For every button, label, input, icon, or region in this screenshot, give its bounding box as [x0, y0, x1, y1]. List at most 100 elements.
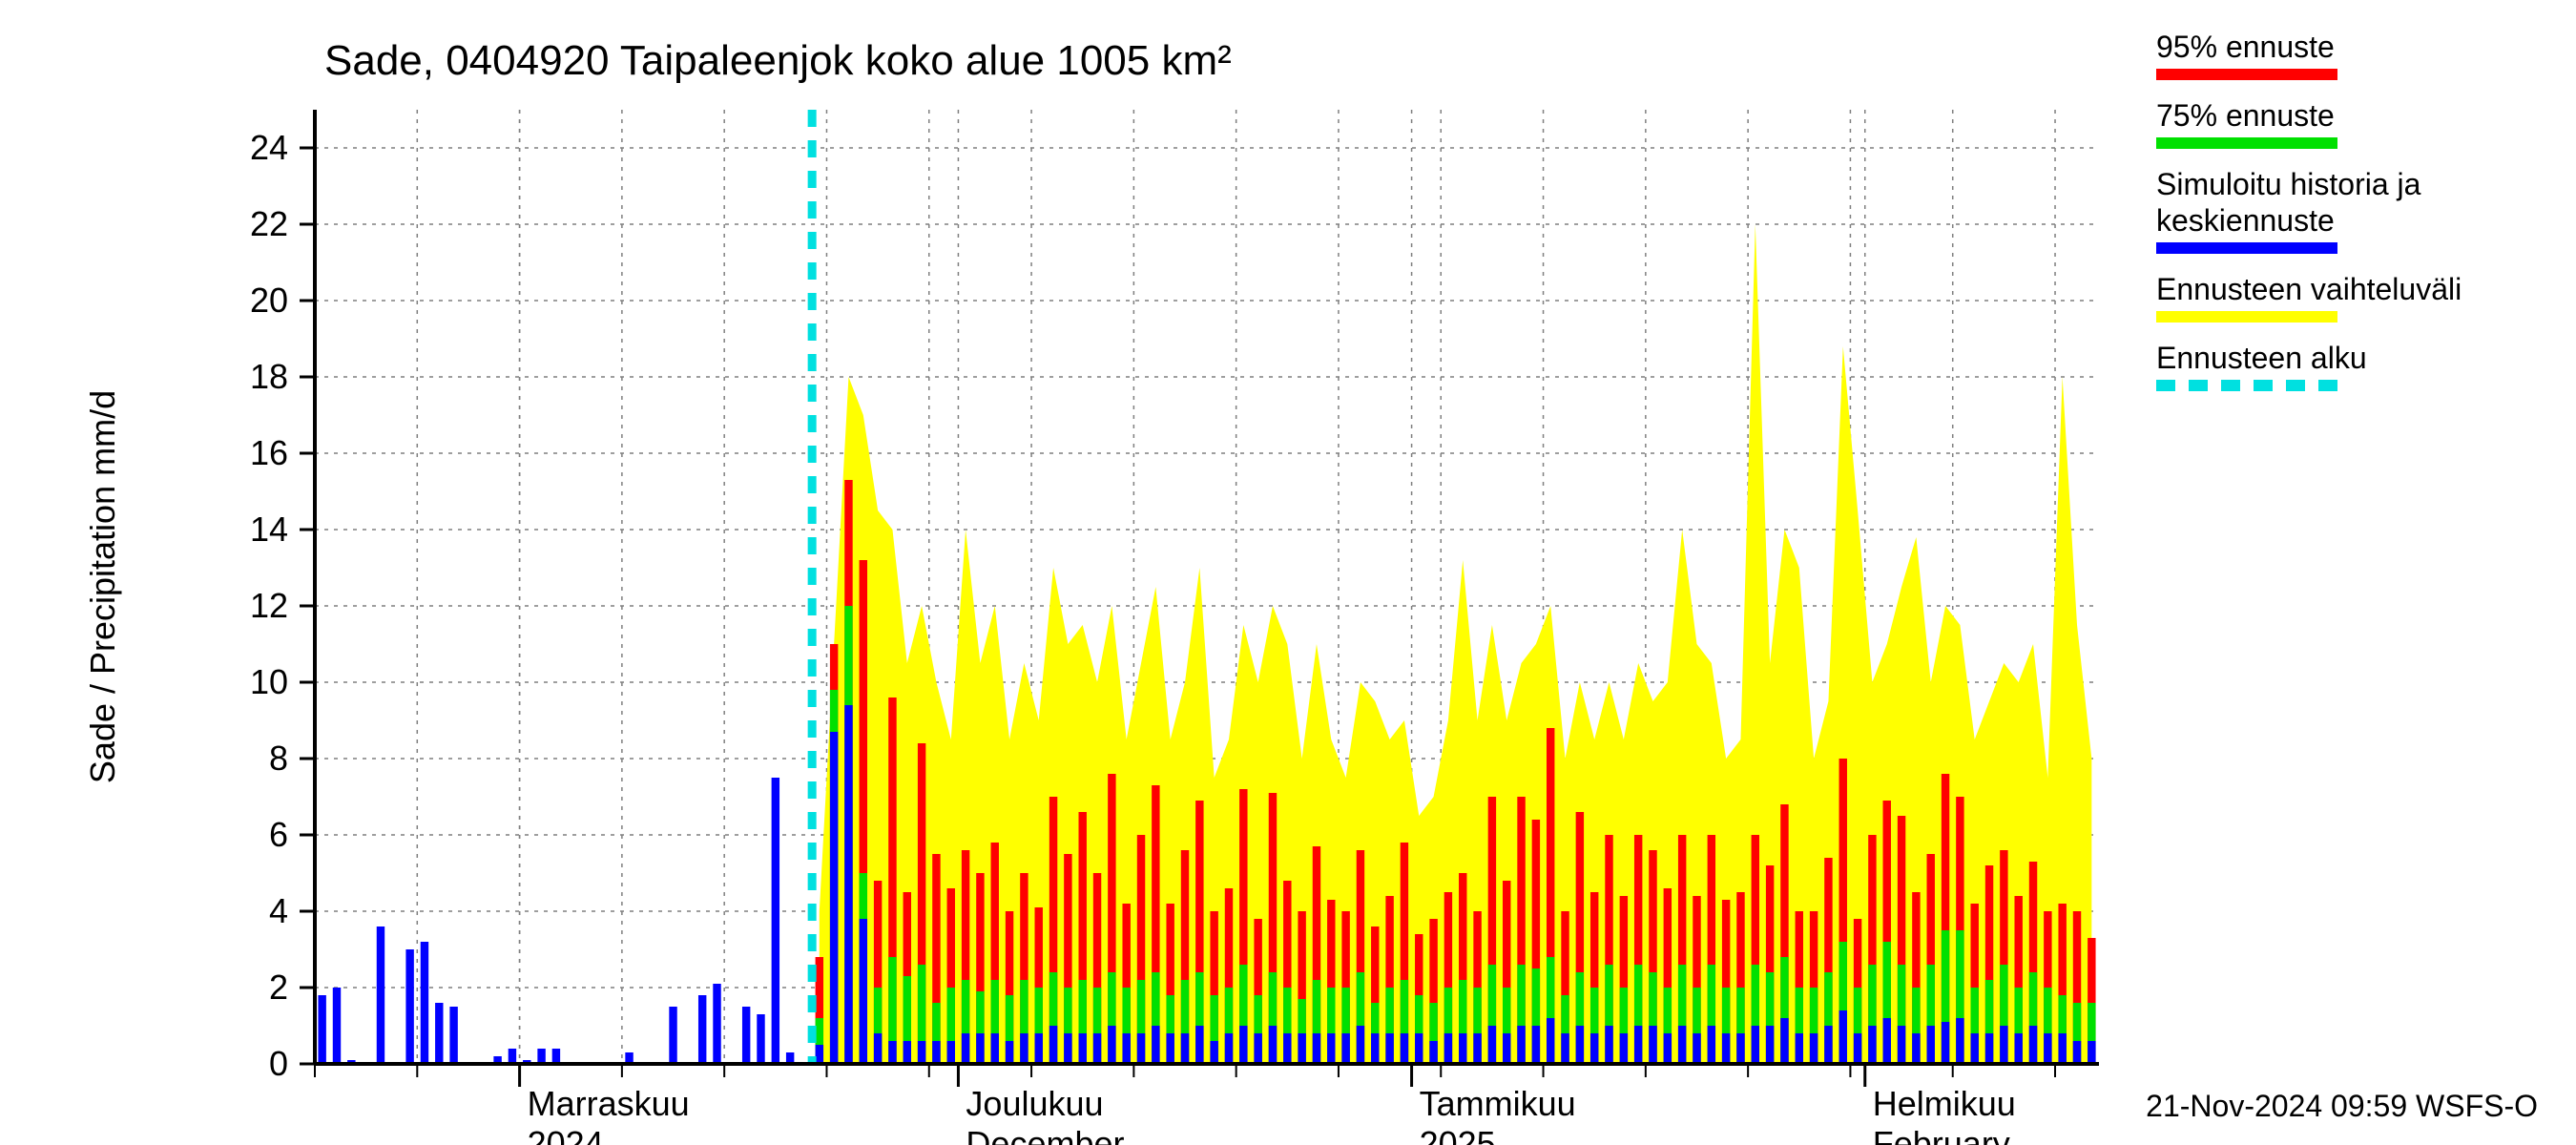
legend-label: keskiennuste: [2156, 203, 2335, 238]
legend-label: Ennusteen alku: [2156, 341, 2367, 375]
chart-title: Sade, 0404920 Taipaleenjok koko alue 100…: [324, 37, 1232, 84]
forecast-bar-median: [1912, 1033, 1920, 1064]
forecast-bar-median: [1401, 1033, 1408, 1064]
y-tick-label: 20: [250, 281, 288, 320]
forecast-bar-median: [816, 1045, 823, 1064]
y-axis-label: Sade / Precipitation mm/d: [83, 390, 122, 783]
forecast-bar-median: [1049, 1026, 1057, 1064]
history-bar: [537, 1049, 545, 1064]
x-month-sublabel: December: [966, 1124, 1124, 1145]
forecast-bar-median: [947, 1041, 955, 1064]
x-month-label: Joulukuu: [966, 1084, 1103, 1123]
forecast-bar-median: [1488, 1026, 1496, 1064]
forecast-bar-median: [1620, 1033, 1628, 1064]
history-bar: [772, 778, 779, 1064]
forecast-bar-median: [1473, 1033, 1481, 1064]
forecast-bar-median: [1970, 1033, 1978, 1064]
history-bar: [742, 1007, 750, 1064]
legend-swatch: [2156, 311, 2337, 323]
history-bar: [318, 995, 325, 1064]
y-tick-label: 4: [269, 891, 288, 930]
forecast-bar-median: [1341, 1033, 1349, 1064]
y-tick-label: 6: [269, 815, 288, 854]
forecast-bar-median: [1561, 1033, 1568, 1064]
x-month-sublabel: 2024: [528, 1124, 604, 1145]
x-month-label: Helmikuu: [1873, 1084, 2016, 1123]
forecast-bar-median: [2029, 1026, 2037, 1064]
forecast-bar-median: [1898, 1026, 1905, 1064]
y-tick-label: 22: [250, 204, 288, 243]
x-month-sublabel: 2025: [1420, 1124, 1496, 1145]
legend-label: Ennusteen vaihteluväli: [2156, 272, 2462, 306]
forecast-bar-median: [1254, 1033, 1261, 1064]
forecast-bar-median: [1736, 1033, 1744, 1064]
history-bar: [698, 995, 706, 1064]
forecast-bar-median: [1868, 1026, 1876, 1064]
forecast-bar-median: [976, 1033, 984, 1064]
x-month-label: Tammikuu: [1420, 1084, 1576, 1123]
forecast-bar-median: [1839, 1010, 1847, 1064]
history-bar: [435, 1003, 443, 1064]
y-tick-label: 24: [250, 128, 288, 167]
forecast-bar-median: [1093, 1033, 1101, 1064]
forecast-bar-median: [1006, 1041, 1013, 1064]
forecast-bar-median: [1020, 1033, 1028, 1064]
forecast-bar-median: [1269, 1026, 1277, 1064]
forecast-bar-median: [1547, 1018, 1554, 1064]
forecast-bar-median: [1108, 1026, 1115, 1064]
forecast-bar-median: [1532, 1026, 1540, 1064]
forecast-bar-median: [1459, 1033, 1466, 1064]
chart-footer: 21-Nov-2024 09:59 WSFS-O: [2146, 1089, 2538, 1123]
forecast-bar-median: [1766, 1026, 1774, 1064]
forecast-bar-median: [1956, 1018, 1963, 1064]
forecast-bar-median: [1708, 1026, 1715, 1064]
legend-swatch: [2156, 69, 2337, 80]
forecast-bar-median: [2044, 1033, 2051, 1064]
forecast-bar-median: [2014, 1033, 2022, 1064]
y-tick-label: 10: [250, 662, 288, 701]
forecast-bar-median: [1195, 1026, 1203, 1064]
forecast-bar-median: [2058, 1033, 2066, 1064]
forecast-bar-median: [1210, 1041, 1217, 1064]
history-bar: [552, 1049, 560, 1064]
forecast-bar-median: [904, 1041, 911, 1064]
y-tick-label: 18: [250, 357, 288, 396]
forecast-bar-median: [1664, 1033, 1672, 1064]
y-tick-label: 2: [269, 968, 288, 1007]
forecast-bar-median: [1298, 1033, 1305, 1064]
forecast-bar-median: [2073, 1041, 2081, 1064]
forecast-bar-median: [991, 1033, 999, 1064]
history-bar: [421, 942, 428, 1064]
forecast-bar-median: [844, 705, 852, 1064]
history-bar: [377, 926, 384, 1064]
legend-swatch: [2156, 242, 2337, 254]
legend-label: Simuloitu historia ja: [2156, 167, 2421, 201]
x-month-sublabel: February: [1873, 1124, 2010, 1145]
precipitation-chart: 024681012141618202224Marraskuu2024Jouluk…: [0, 0, 2576, 1145]
forecast-bar-median: [1693, 1033, 1700, 1064]
forecast-bar-median: [1722, 1033, 1730, 1064]
forecast-bar-median: [1035, 1033, 1043, 1064]
forecast-bar-median: [1357, 1026, 1364, 1064]
history-bar: [333, 988, 341, 1064]
forecast-bar-median: [1927, 1026, 1935, 1064]
forecast-bar-median: [1796, 1033, 1803, 1064]
forecast-bar-median: [1942, 1022, 1949, 1064]
forecast-bar-median: [962, 1033, 969, 1064]
forecast-bar-median: [1605, 1026, 1612, 1064]
forecast-bar-median: [1824, 1026, 1832, 1064]
forecast-bar-median: [1678, 1026, 1686, 1064]
forecast-bar-median: [1225, 1033, 1233, 1064]
y-tick-label: 12: [250, 586, 288, 625]
forecast-bar-median: [888, 1041, 896, 1064]
history-bar: [757, 1014, 764, 1064]
forecast-bar-median: [830, 732, 838, 1064]
legend-label: 95% ennuste: [2156, 30, 2335, 64]
forecast-bar-median: [932, 1041, 940, 1064]
forecast-bar-median: [1649, 1026, 1656, 1064]
forecast-bar-median: [2000, 1026, 2007, 1064]
forecast-bar-median: [1385, 1033, 1393, 1064]
forecast-bar-median: [1137, 1033, 1145, 1064]
history-bar: [669, 1007, 676, 1064]
forecast-bar-median: [1985, 1033, 1993, 1064]
